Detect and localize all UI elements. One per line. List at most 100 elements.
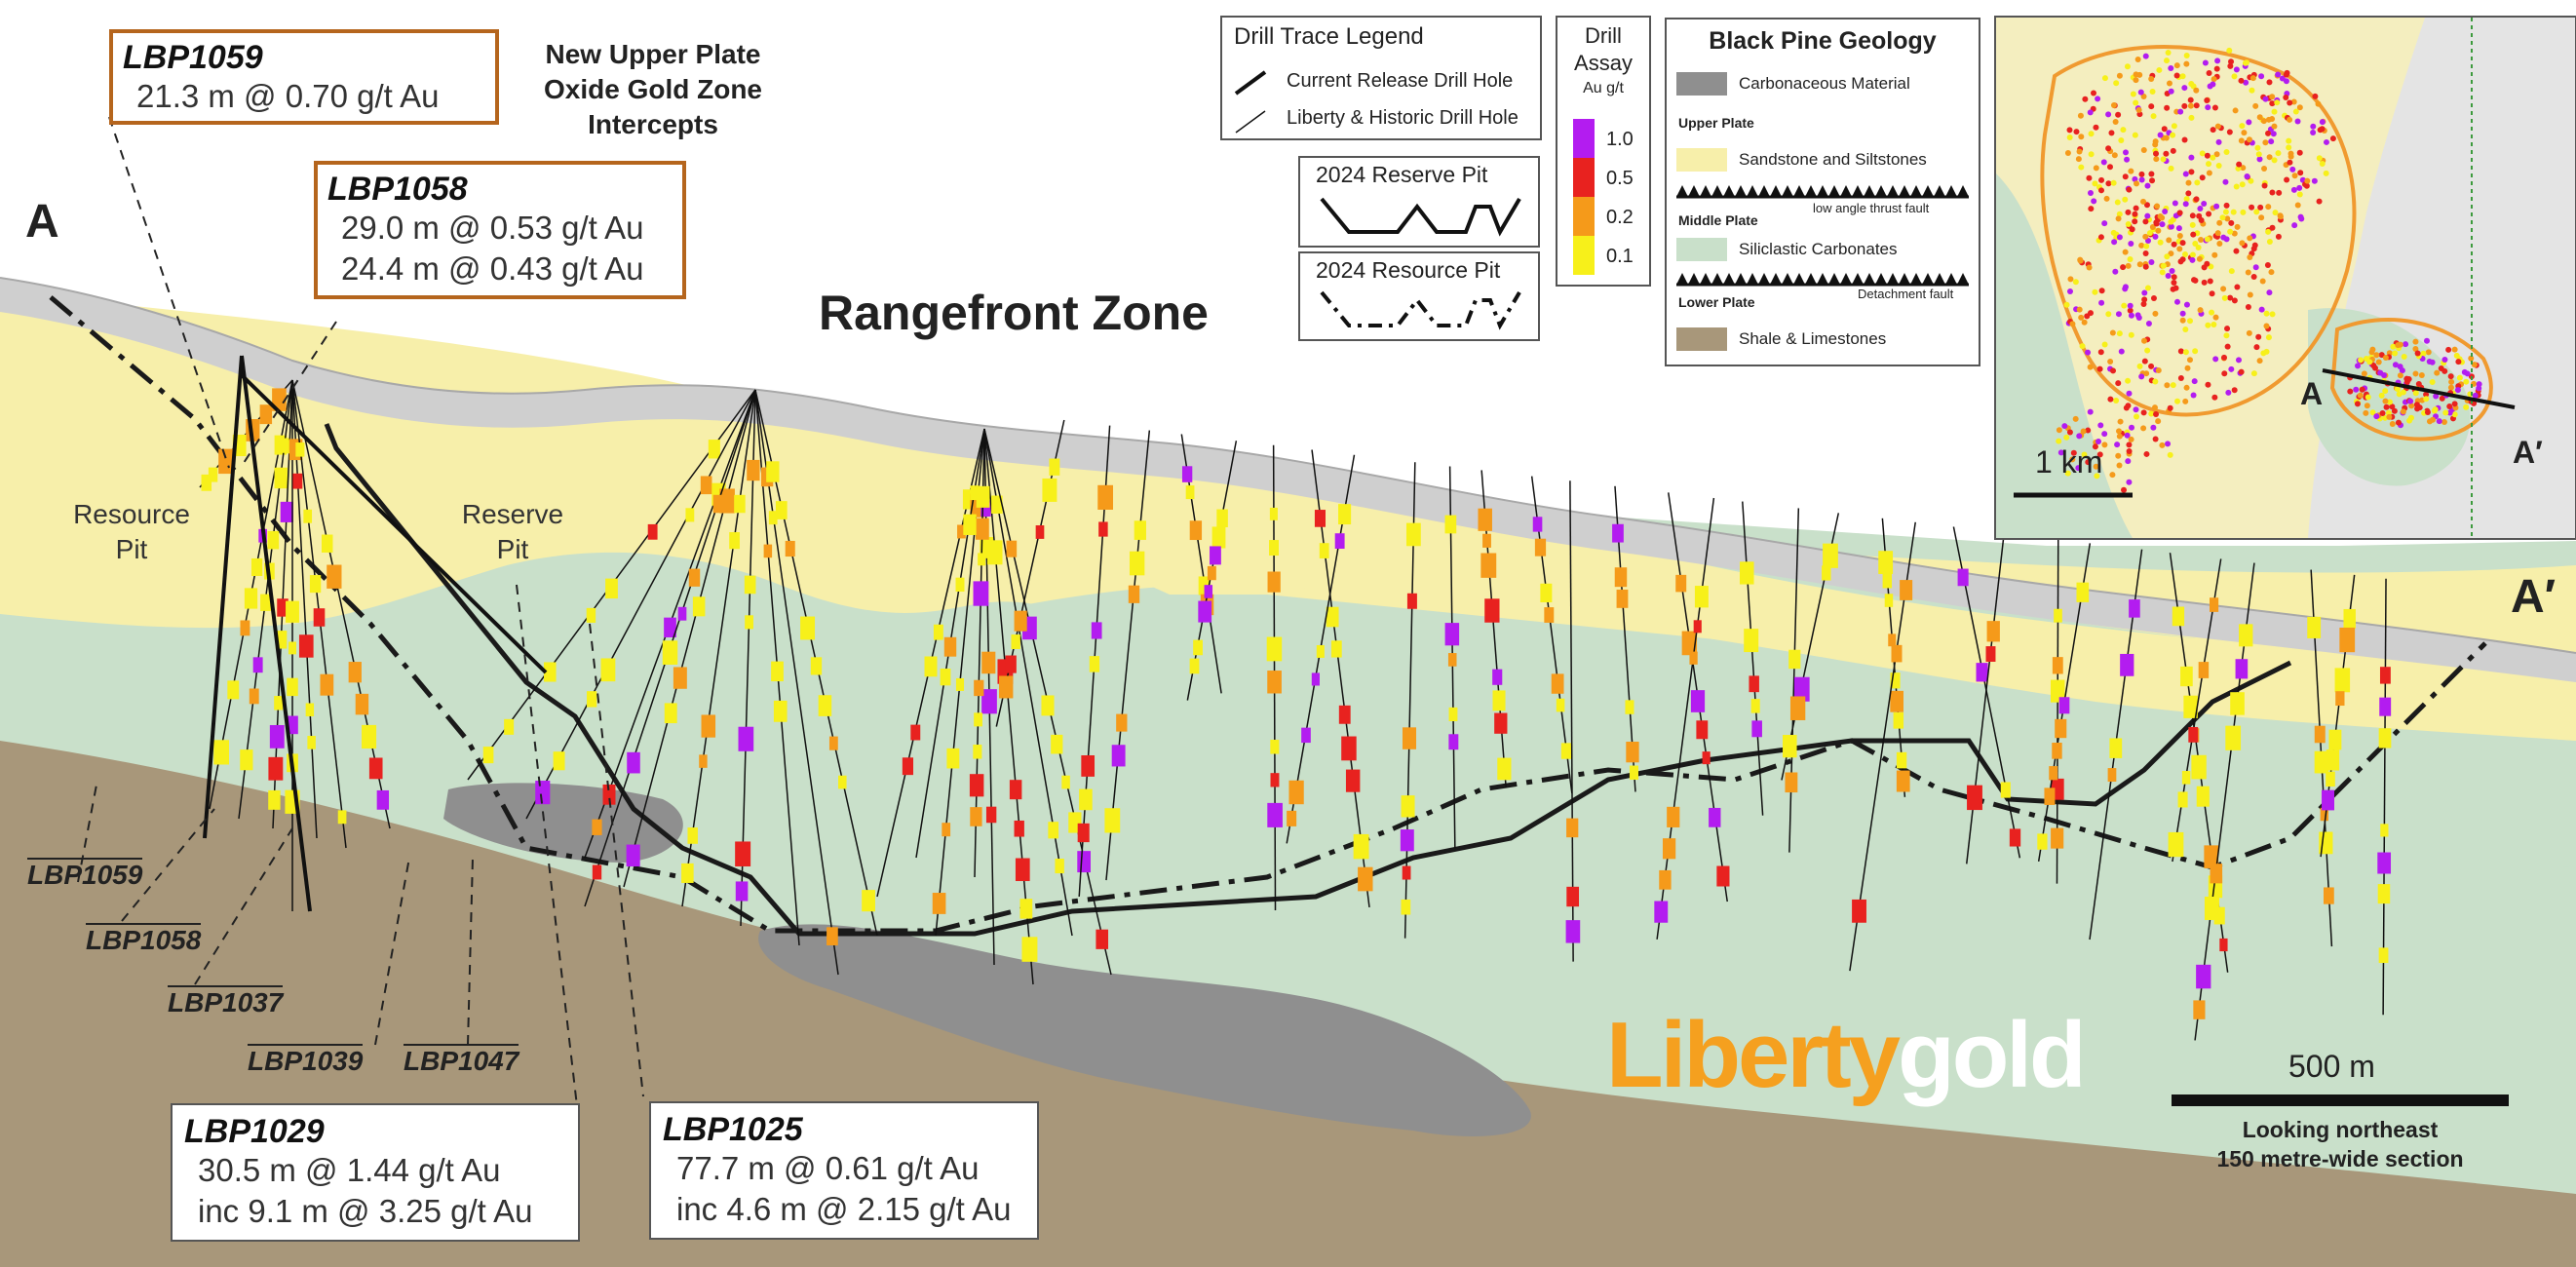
inset-collar-dot — [2378, 352, 2385, 359]
inset-collar-dot — [2166, 237, 2172, 244]
inset-collar-dot — [2121, 486, 2128, 493]
assay-interval — [1565, 920, 1581, 943]
inset-collar-dot — [2144, 347, 2151, 354]
inset-collar-dot — [2354, 401, 2361, 407]
inset-collar-dot — [2085, 349, 2092, 356]
inset-collar-dot — [2319, 161, 2326, 168]
assay-interval — [1041, 695, 1055, 716]
assay-interval — [1497, 757, 1512, 781]
inset-collar-dot — [2072, 279, 2079, 286]
assay-interval — [2055, 718, 2067, 739]
inset-collar-dot — [2397, 372, 2403, 379]
inset-collar-dot — [2187, 96, 2194, 103]
inset-collar-dot — [2128, 241, 2134, 248]
swatch-siliclastic — [1676, 238, 1727, 261]
assay-interval — [260, 594, 271, 611]
inset-collar-dot — [2095, 96, 2101, 102]
assay-interval — [1888, 634, 1897, 647]
inset-collar-dot — [2194, 179, 2201, 186]
assay-bin-label: 1.0 — [1606, 129, 1634, 150]
inset-collar-dot — [2149, 224, 2156, 231]
assay-interval — [763, 544, 773, 558]
inset-collar-dot — [2257, 204, 2264, 211]
assay-interval — [978, 553, 986, 566]
inset-collar-dot — [2144, 202, 2151, 209]
assay-interval — [1049, 458, 1060, 476]
inset-collar-dot — [2198, 236, 2205, 243]
assay-interval — [1749, 675, 1759, 693]
inset-collar-dot — [2149, 177, 2156, 184]
assay-interval — [268, 789, 281, 810]
assay-interval — [688, 568, 701, 587]
inset-collar-dot — [2357, 392, 2364, 399]
inset-collar-dot — [2283, 94, 2289, 100]
inset-collar-dot — [2173, 72, 2180, 79]
inset-collar-dot — [2275, 233, 2282, 240]
inset-collar-dot — [2312, 93, 2319, 99]
inset-collar-dot — [2105, 111, 2112, 118]
inset-collar-dot — [2171, 241, 2177, 248]
inset-collar-dot — [2093, 463, 2099, 470]
inset-collar-dot — [2088, 206, 2095, 212]
scale-bar — [2172, 1094, 2509, 1106]
inset-collar-dot — [2066, 288, 2073, 295]
inset-collar-dot — [2277, 213, 2284, 220]
callout-intercept: 30.5 m @ 1.44 g/t Au — [198, 1152, 501, 1188]
inset-collar-dot — [2239, 240, 2246, 247]
inset-collar-dot — [2179, 240, 2186, 247]
inset-collar-dot — [2363, 409, 2369, 416]
lower-plate-unit — [0, 741, 2576, 1267]
inset-collar-dot — [2092, 288, 2098, 295]
inset-collar-dot — [2156, 66, 2163, 73]
logo-part-1: Liberty — [1606, 1003, 1901, 1107]
assay-interval — [1957, 568, 1969, 587]
inset-collar-dot — [2127, 302, 2134, 309]
inset-collar-dot — [2157, 132, 2164, 138]
assay-interval — [1338, 705, 1351, 724]
assay-legend-title-2: Assay — [1574, 51, 1633, 75]
assay-interval — [2109, 738, 2123, 758]
inset-collar-dot — [2168, 218, 2174, 225]
assay-interval — [1011, 634, 1020, 649]
inset-collar-dot — [2270, 131, 2277, 137]
inset-collar-dot — [2213, 65, 2220, 72]
inset-collar-dot — [2140, 198, 2147, 205]
assay-interval — [2181, 771, 2191, 785]
inset-collar-dot — [2186, 318, 2193, 325]
legend-historic-drill: Liberty & Historic Drill Hole — [1287, 107, 1519, 129]
assay-interval — [1822, 565, 1831, 581]
inset-collar-dot — [2323, 170, 2329, 176]
assay-interval — [504, 718, 515, 735]
inset-collar-dot — [2128, 331, 2134, 338]
inset-collar-dot — [2316, 198, 2323, 205]
assay-interval — [2219, 938, 2228, 952]
assay-interval — [974, 712, 982, 727]
inset-collar-dot — [2392, 350, 2399, 357]
assay-legend-unit: Au g/t — [1583, 80, 1624, 96]
inset-collar-dot — [2250, 246, 2257, 252]
assay-interval — [1890, 672, 1901, 689]
assay-interval — [1696, 720, 1709, 740]
drill-hole-trace — [525, 389, 756, 820]
inset-collar-dot — [2109, 329, 2116, 336]
inset-collar-dot — [2286, 144, 2292, 151]
assay-interval — [1689, 651, 1698, 665]
inset-collar-dot — [2152, 436, 2159, 442]
inset-collar-dot — [2142, 53, 2149, 59]
inset-collar-dot — [2291, 173, 2298, 179]
callout-lbp1058: LBP1058 29.0 m @ 0.53 g/t Au 24.4 m @ 0.… — [314, 161, 686, 299]
assay-interval — [535, 781, 551, 805]
inset-collar-dot — [2297, 170, 2304, 176]
historic-drill-line-icon — [1235, 110, 1266, 134]
assay-interval — [955, 677, 965, 691]
inset-collar-dot — [2155, 418, 2162, 425]
assay-interval — [981, 689, 997, 714]
inset-collar-dot — [2298, 215, 2305, 222]
inset-collar-dot — [2136, 261, 2143, 268]
inset-collar-dot — [2395, 342, 2402, 349]
assay-interval — [586, 607, 596, 623]
drill-hole-trace — [1788, 508, 1800, 853]
assay-interval — [1035, 525, 1045, 539]
assay-interval — [2177, 791, 2188, 808]
inset-collar-dot — [2176, 232, 2183, 239]
